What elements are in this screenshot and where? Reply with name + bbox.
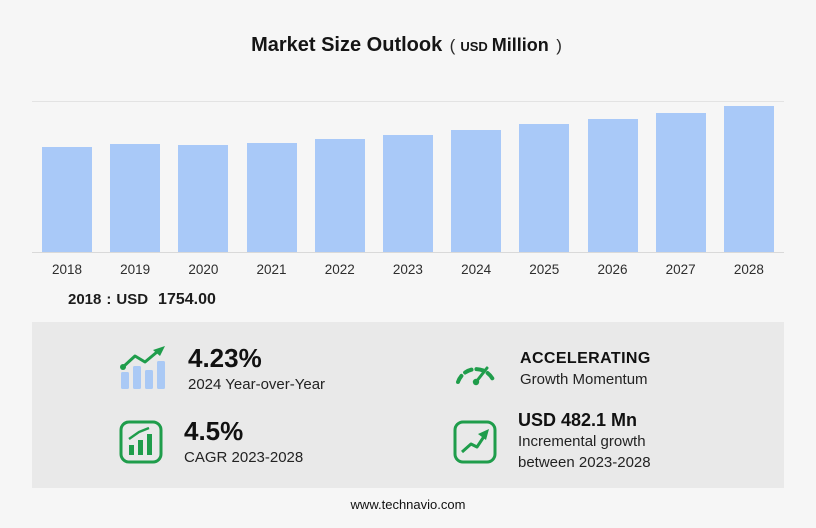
callout-year: 2018 — [68, 291, 102, 308]
callout-separator: : — [106, 291, 112, 308]
website-url: www.technavio.com — [350, 497, 466, 512]
momentum-title: ACCELERATING — [520, 349, 651, 367]
bar-2028 — [723, 105, 774, 252]
yoy-label: 2024 Year-over-Year — [188, 375, 326, 393]
bar-2022 — [314, 138, 365, 252]
boxed-line-chart-arrow-icon — [452, 419, 498, 465]
x-tick-label-2022: 2022 — [324, 262, 355, 277]
boxed-bar-chart-icon — [118, 419, 164, 465]
bar-chart: 2018 2019 2020 2021 2022 2023 2024 2025 2026 2027… — [32, 101, 784, 277]
x-tick-label-2019: 2019 — [120, 262, 151, 277]
callout-currency: USD — [116, 291, 149, 308]
plot-area — [32, 101, 784, 253]
momentum-label: Growth Momentum — [520, 370, 648, 388]
bar-2026 — [587, 118, 638, 252]
title-open-paren: ( — [449, 36, 456, 55]
stats-panel: 4.23% 2024 Year-over-Year ACCELERATING G… — [32, 322, 784, 488]
x-tick-label-2020: 2020 — [188, 262, 219, 277]
bar-2018 — [42, 146, 92, 252]
title-close-paren: ) — [556, 36, 562, 55]
incremental-line2: between 2023-2028 — [518, 454, 651, 471]
x-tick-label-2018: 2018 — [51, 262, 83, 277]
bar-2019 — [110, 143, 161, 252]
data-callout: 2018: USD 1754.00 — [68, 291, 816, 309]
stat-incremental: USD 482.1 Mn Incremental growth between … — [408, 405, 784, 478]
x-tick-label-2026: 2026 — [597, 262, 628, 277]
x-tick-label-2025: 2025 — [529, 262, 560, 277]
stat-cagr: 4.5% CAGR 2023-2028 — [32, 405, 408, 478]
stat-yoy: 4.23% 2024 Year-over-Year — [32, 332, 408, 405]
bar-chart-trend-up-icon — [118, 345, 168, 392]
incremental-line1: Incremental growth — [518, 433, 646, 451]
title-text: Market Size Outlook — [251, 34, 443, 56]
chart-title: Market Size Outlook ( USD Million ) — [0, 0, 816, 57]
title-currency: USD — [460, 39, 488, 54]
x-tick-label-2021: 2021 — [256, 262, 287, 277]
x-axis-labels: 2018 2019 2020 2021 2022 2023 2024 2025 2026 2027… — [32, 262, 784, 277]
x-tick-label-2028: 2028 — [733, 262, 764, 277]
cagr-value: 4.5% — [184, 416, 244, 447]
bar-2024 — [451, 129, 502, 252]
bar-2021 — [246, 142, 297, 252]
bar-2025 — [519, 124, 570, 252]
bar-2027 — [655, 112, 706, 252]
x-tick-label-2027: 2027 — [665, 262, 696, 277]
callout-value: 1754.00 — [158, 291, 216, 308]
footer: www.technavio.com — [0, 497, 816, 512]
yoy-value: 4.23% — [188, 343, 262, 374]
speedometer-icon — [452, 351, 500, 387]
bar-2020 — [178, 145, 229, 252]
incremental-value: USD 482.1 Mn — [518, 410, 638, 431]
x-tick-label-2023: 2023 — [392, 262, 423, 277]
bar-2023 — [382, 134, 433, 252]
stat-momentum: ACCELERATING Growth Momentum — [408, 332, 784, 405]
x-tick-label-2024: 2024 — [461, 262, 492, 277]
cagr-label: CAGR 2023-2028 — [184, 448, 304, 466]
title-unit: Million — [491, 35, 549, 55]
